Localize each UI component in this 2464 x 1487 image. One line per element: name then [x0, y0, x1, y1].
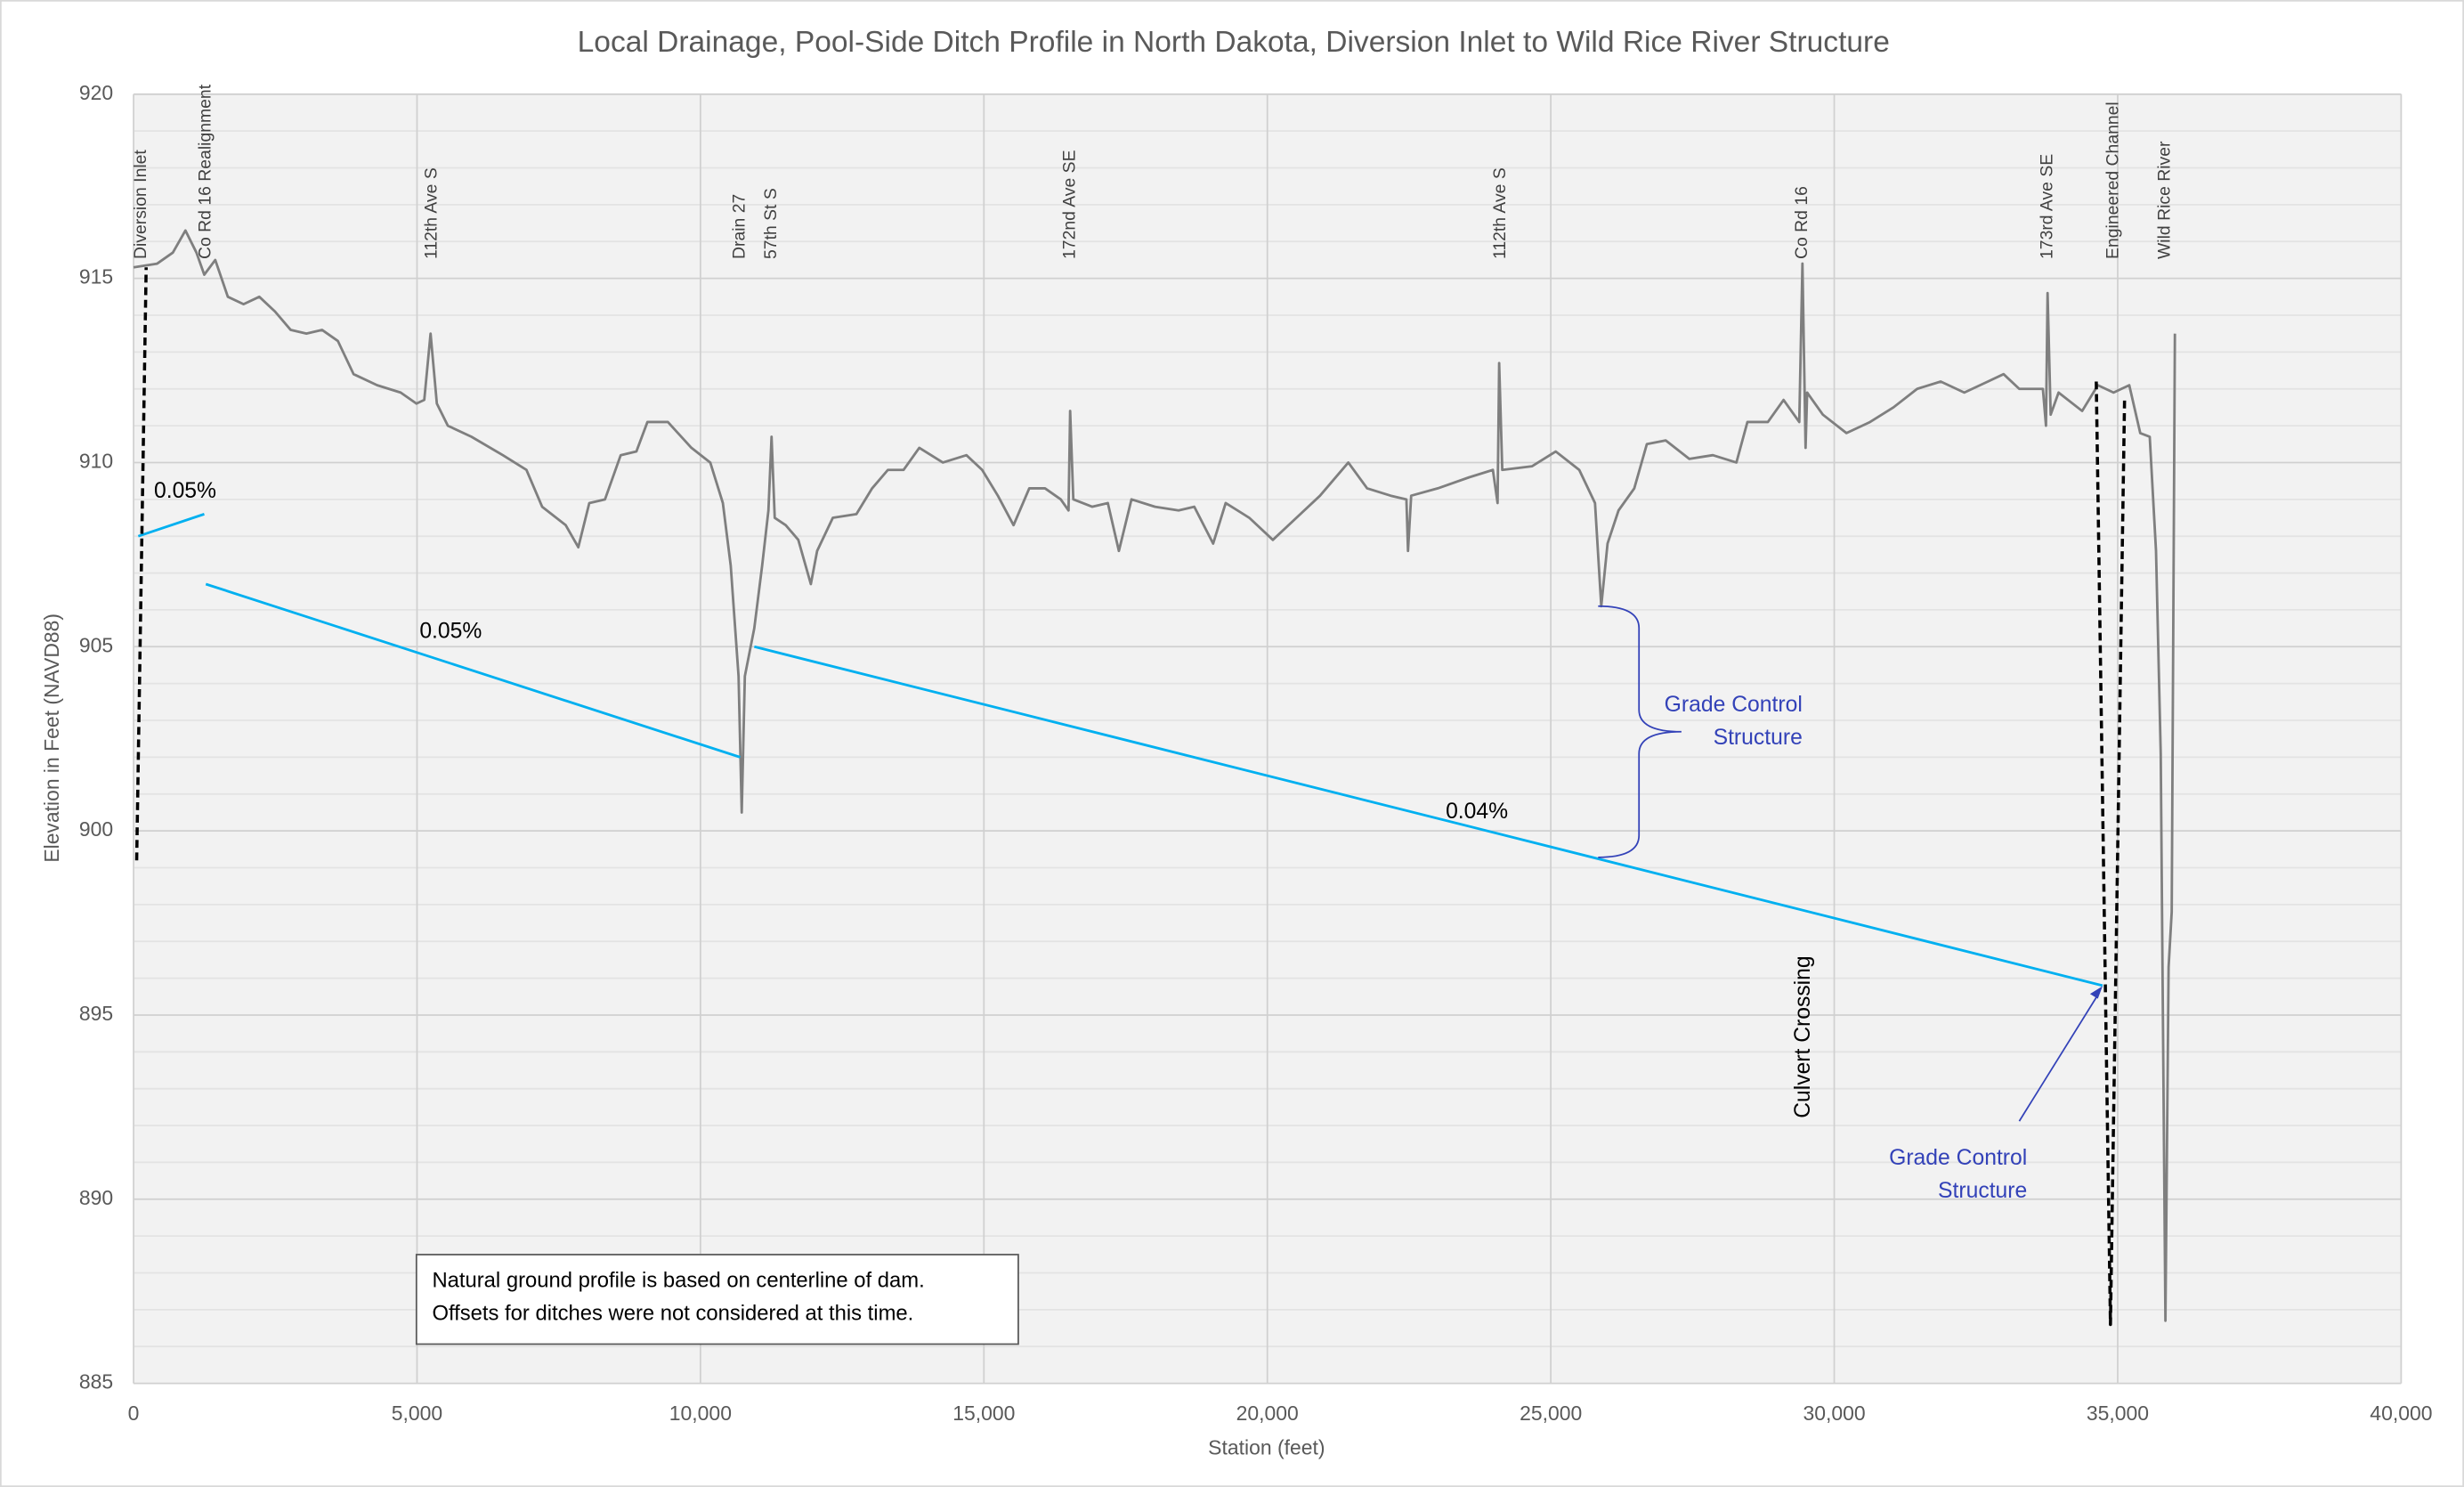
y-tick-label: 915 [79, 265, 113, 288]
station-label: 112th Ave S [422, 167, 442, 259]
note-line: Natural ground profile is based on cente… [432, 1268, 924, 1292]
station-label: 173rd Ave SE [2037, 154, 2056, 259]
station-label: Engineered Channel [2103, 102, 2122, 259]
annotation: 0.05% [154, 479, 216, 503]
series-line [2095, 381, 2127, 1327]
labels: 885 890 895 900 905 910 915 920 0 5,000 10,000 15,0… [79, 81, 2433, 1425]
y-tick-label: 905 [79, 633, 113, 656]
x-tick-label: 25,000 [1520, 1402, 1582, 1425]
x-tick-label: 0 [128, 1402, 140, 1425]
series-line [134, 267, 148, 861]
chart-title: Local Drainage, Pool-Side Ditch Profile … [578, 26, 1890, 59]
station-label: Wild Rice River [2155, 141, 2175, 259]
series-line [205, 582, 741, 759]
x-tick-label: 30,000 [1803, 1402, 1865, 1425]
series-line [137, 513, 205, 538]
annotation: 0.05% [419, 619, 482, 643]
y-tick-label: 890 [79, 1186, 113, 1209]
station-label: 172nd Ave SE [1059, 150, 1079, 259]
station-label: Diversion Inlet [131, 150, 150, 259]
annotation: Grade Control [1889, 1146, 2027, 1170]
y-tick-label: 885 [79, 1370, 113, 1394]
series-line [133, 229, 2176, 1322]
y-tick-label: 920 [79, 81, 113, 104]
brace [1598, 605, 1682, 858]
station-label: Co Rd 16 Realignment [195, 84, 215, 259]
station-label: Co Rd 16 [1792, 186, 1812, 259]
grid [133, 93, 2403, 1385]
marks [133, 229, 2176, 1327]
arrow-head [2089, 986, 2103, 999]
x-tick-label: 15,000 [952, 1402, 1015, 1425]
x-tick-label: 5,000 [392, 1402, 442, 1425]
y-axis-label: Elevation in Feet (NAVD88) [40, 613, 63, 863]
annotation: Structure [1714, 726, 1803, 750]
station-label: Drain 27 [730, 194, 750, 259]
annotation: Structure [1938, 1179, 2027, 1203]
y-tick-label: 895 [79, 1002, 113, 1025]
arrow-line [2018, 992, 2101, 1122]
annotation: 0.04% [1446, 800, 1508, 824]
x-axis-label: Station (feet) [1208, 1436, 1325, 1459]
station-label: 112th Ave S [1490, 167, 1510, 259]
x-tick-label: 20,000 [1236, 1402, 1299, 1425]
x-tick-label: 35,000 [2087, 1402, 2149, 1425]
x-tick-label: 10,000 [669, 1402, 732, 1425]
note-line: Offsets for ditches were not considered … [432, 1301, 913, 1325]
series-line [754, 645, 2103, 987]
annotation: Grade Control [1665, 693, 1803, 717]
station-label: 57th St S [761, 188, 781, 259]
y-tick-label: 900 [79, 817, 113, 841]
annotation: Culvert Crossing [1791, 955, 1815, 1117]
y-tick-label: 910 [79, 450, 113, 473]
x-tick-label: 40,000 [2370, 1402, 2432, 1425]
note-box [415, 1254, 1019, 1345]
